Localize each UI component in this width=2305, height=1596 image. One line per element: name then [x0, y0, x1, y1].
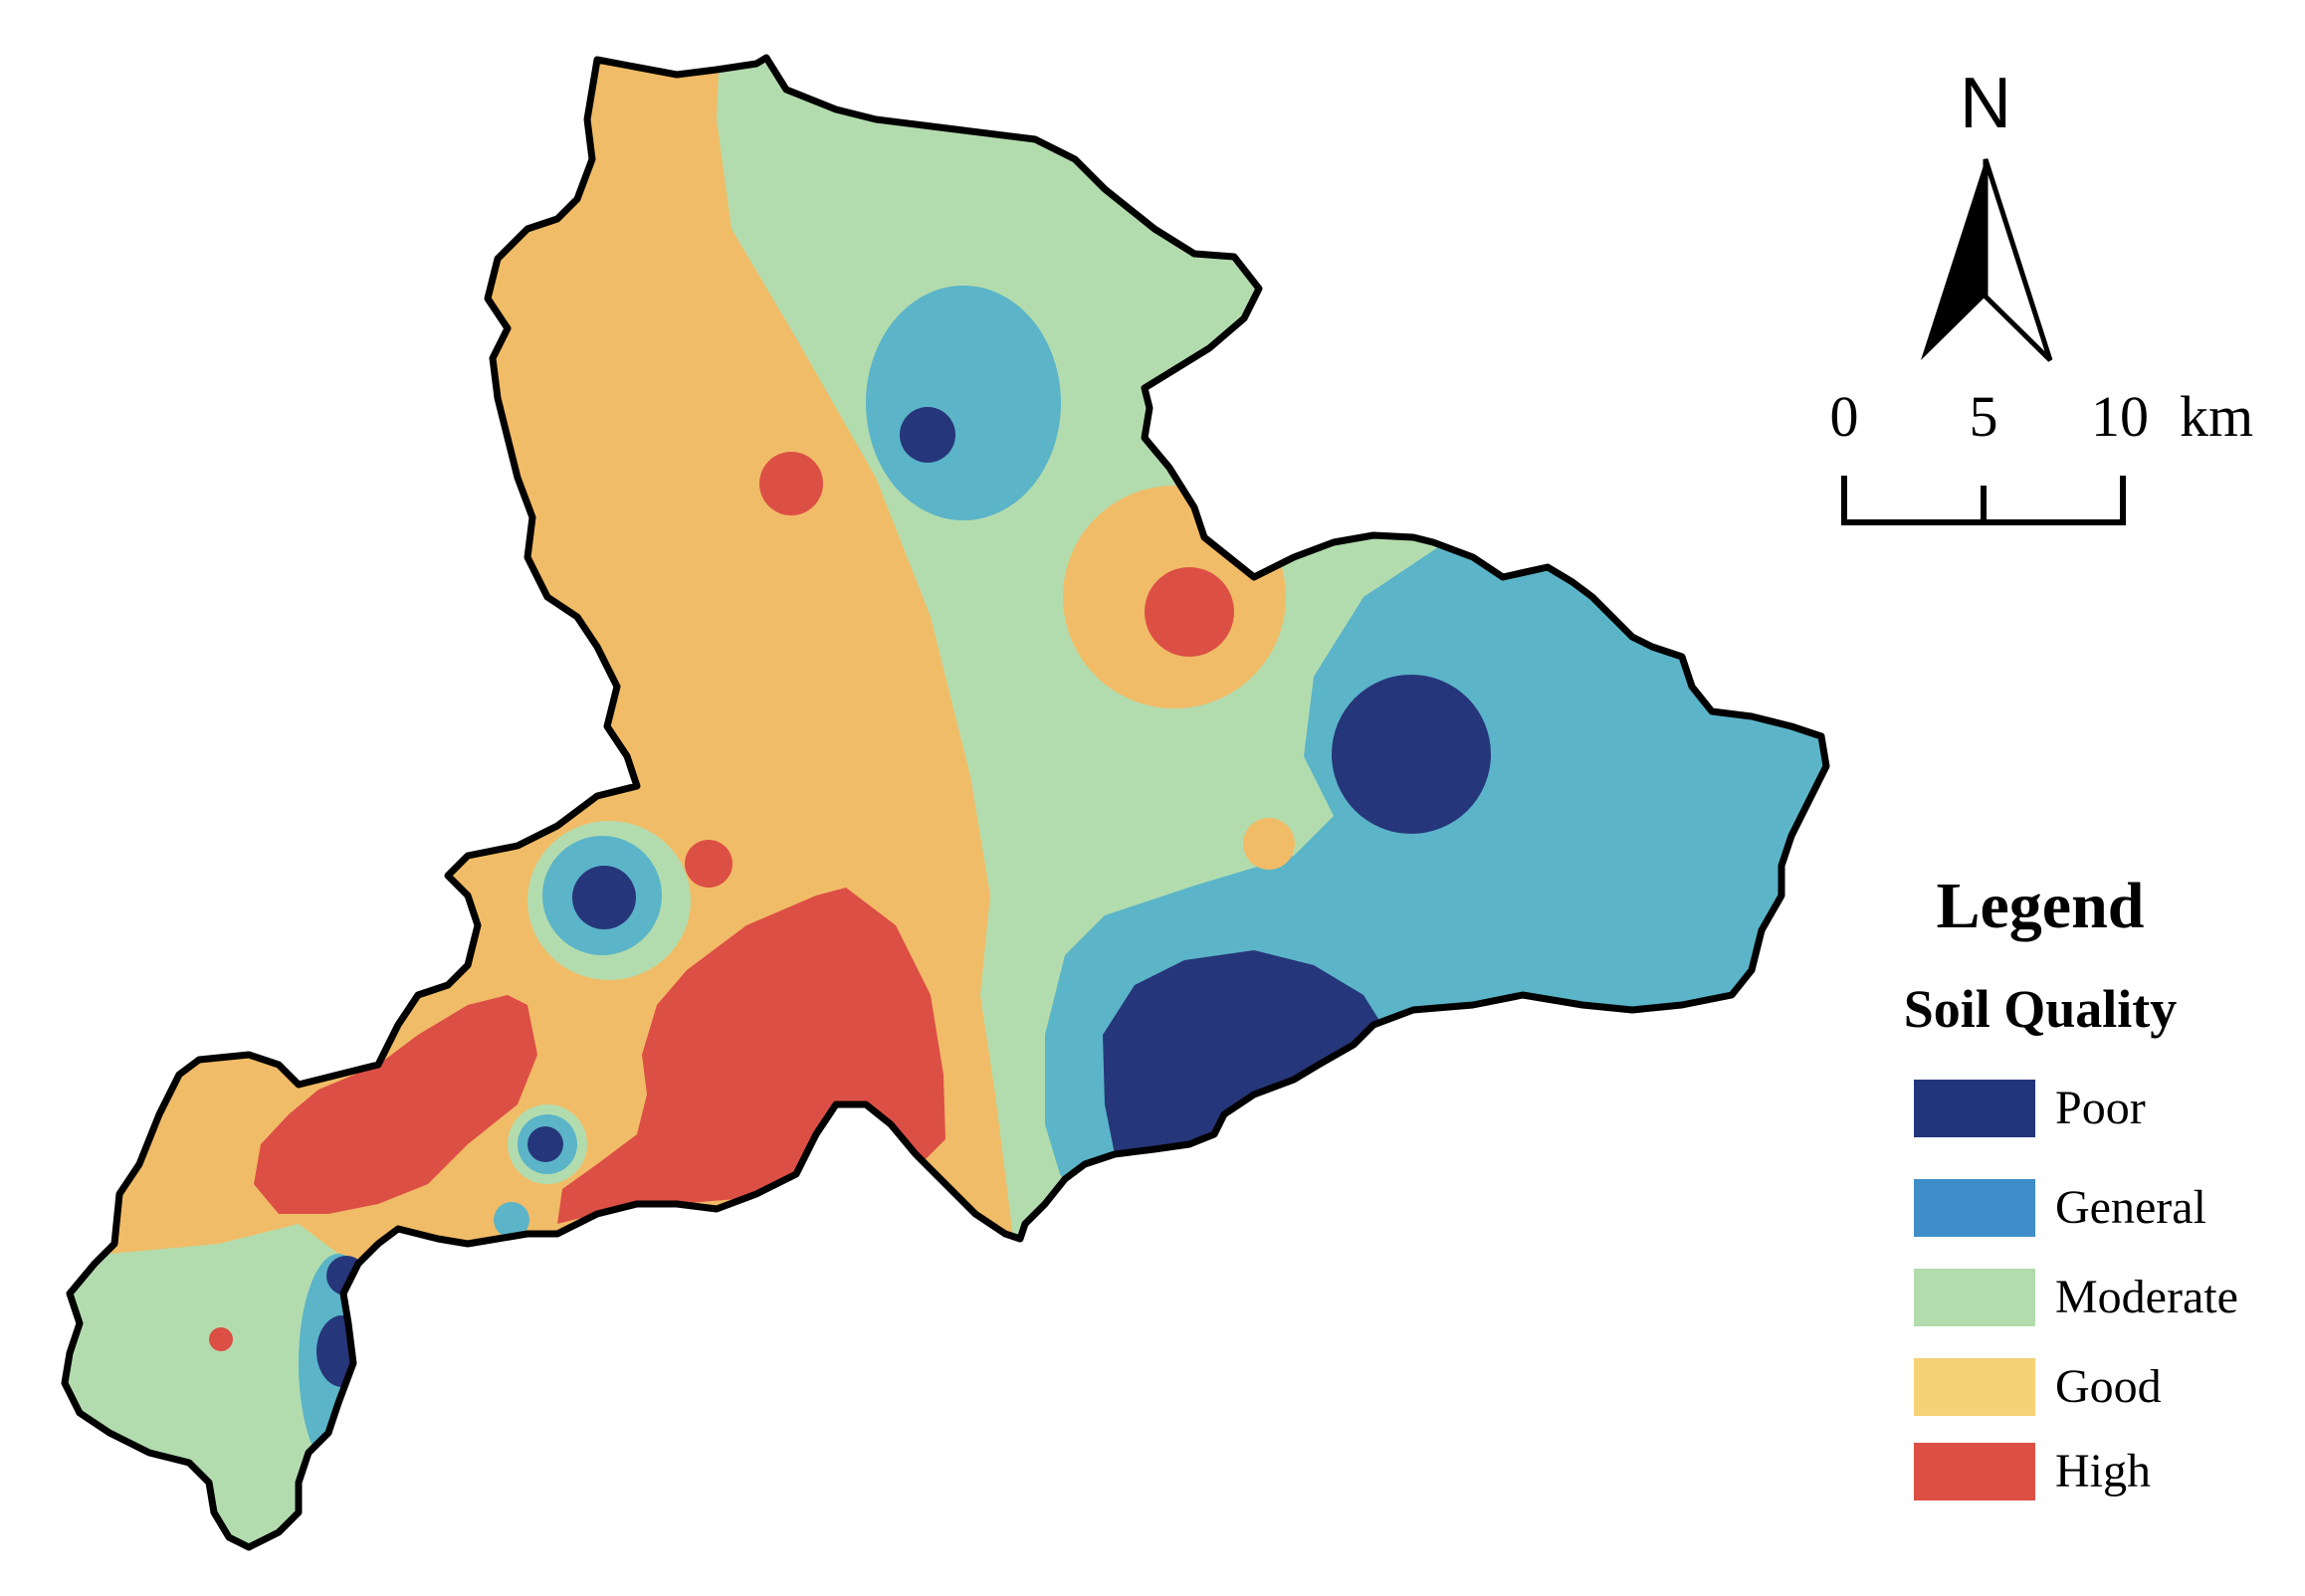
- legend-swatch-high: [1914, 1443, 2035, 1500]
- zone-high-small: [685, 840, 733, 888]
- zone-poor-sw-c: [316, 1315, 368, 1387]
- scale-bar-line: [1841, 476, 2126, 525]
- zone-general-sw-b: [494, 1202, 529, 1238]
- scale-unit: km: [2180, 384, 2253, 449]
- zone-poor-southeast: [1103, 950, 1388, 1159]
- zone-high-east: [1145, 567, 1234, 657]
- legend-label-general: General: [2055, 1181, 2206, 1234]
- legend: Legend Soil Quality Poor General Moderate G…: [1904, 870, 2238, 1500]
- legend-subtitle: Soil Quality: [1904, 979, 2178, 1039]
- north-arrow: N: [1921, 64, 2053, 362]
- north-arrow-right-half: [1983, 158, 2053, 362]
- legend-items: Poor General Moderate Good High: [1914, 1080, 2238, 1500]
- zone-poor-west: [572, 866, 636, 929]
- scale-tick-5: 5: [1970, 384, 1998, 449]
- north-label: N: [1960, 64, 2011, 143]
- zone-poor-east: [1332, 675, 1491, 834]
- legend-swatch-moderate: [1914, 1269, 2035, 1326]
- region-boundary: [61, 54, 1830, 1551]
- legend-swatch-poor: [1914, 1080, 2035, 1137]
- legend-label-good: Good: [2055, 1360, 2162, 1413]
- zone-high-central: [557, 888, 945, 1224]
- zone-poor-north: [900, 407, 955, 463]
- scale-tick-10: 10: [2091, 384, 2149, 449]
- zone-good-small: [1243, 818, 1295, 870]
- legend-label-high: High: [2055, 1445, 2151, 1497]
- legend-swatch-general: [1914, 1179, 2035, 1237]
- zone-high-northwest: [759, 452, 823, 515]
- zone-high-southwest: [254, 995, 537, 1214]
- zone-general-north: [866, 286, 1061, 520]
- legend-title: Legend: [1936, 870, 2144, 942]
- legend-label-poor: Poor: [2055, 1082, 2146, 1134]
- legend-swatch-good: [1914, 1358, 2035, 1416]
- north-arrow-left-half: [1921, 159, 1986, 360]
- zone-high-tiny: [209, 1327, 233, 1351]
- scale-tick-0: 0: [1830, 384, 1859, 449]
- scale-bar: 0 5 10 km: [1830, 384, 2253, 525]
- zone-poor-sw-a: [527, 1126, 563, 1162]
- legend-label-moderate: Moderate: [2055, 1271, 2238, 1323]
